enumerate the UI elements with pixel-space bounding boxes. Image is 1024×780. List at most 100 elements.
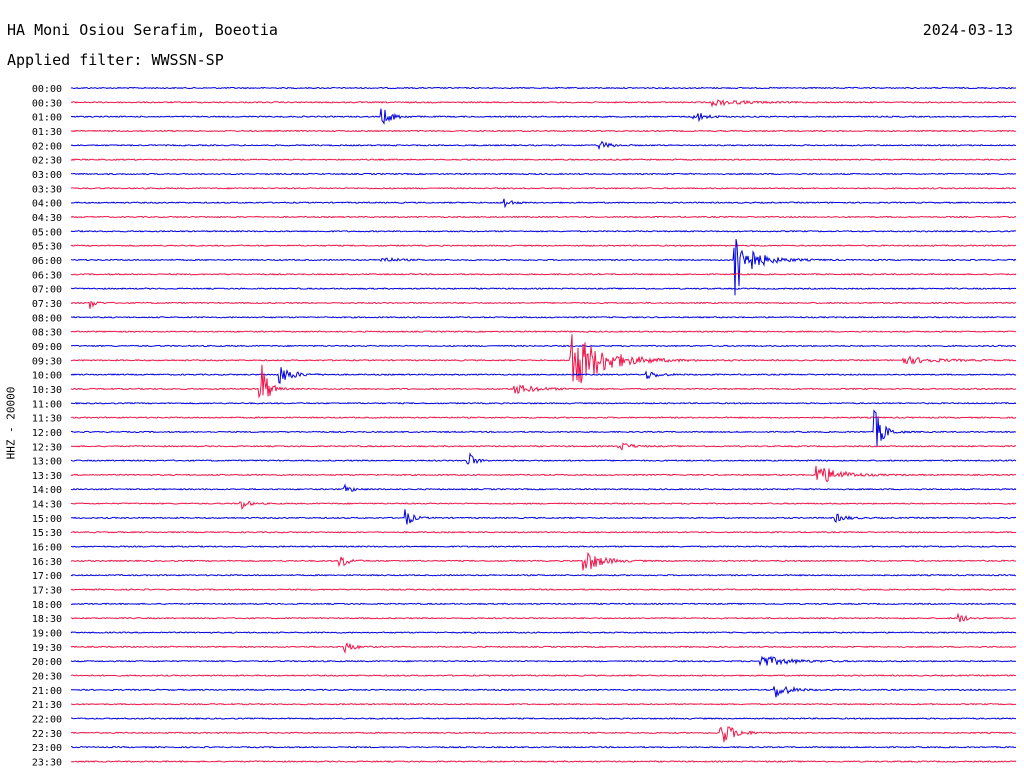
time-label-0930: 09:30 — [32, 356, 62, 367]
trace-line-0200 — [70, 140, 1017, 151]
time-label-2200: 22:00 — [32, 715, 62, 726]
station-title: HA Moni Osiou Serafim, Boeotia — [7, 21, 278, 39]
trace-line-2230 — [70, 726, 1017, 743]
time-label-1500: 15:00 — [32, 514, 62, 525]
time-label-1700: 17:00 — [32, 571, 62, 582]
time-label-1030: 10:30 — [32, 385, 62, 396]
time-label-1830: 18:30 — [32, 614, 62, 625]
time-label-0630: 06:30 — [32, 270, 62, 281]
date-label: 2024-03-13 — [922, 21, 1013, 39]
time-label-1000: 10:00 — [32, 371, 62, 382]
time-label-1300: 13:00 — [32, 457, 62, 468]
trace-line-1930 — [70, 642, 1017, 654]
time-label-0830: 08:30 — [32, 328, 62, 339]
trace-line-1000 — [70, 367, 1017, 384]
trace-line-1430 — [70, 500, 1017, 510]
time-label-1530: 15:30 — [32, 528, 62, 539]
time-label-0330: 03:30 — [32, 184, 62, 195]
trace-line-2330 — [70, 760, 1017, 763]
time-label-1630: 16:30 — [32, 557, 62, 568]
time-label-1100: 11:00 — [32, 399, 62, 410]
trace-line-1530 — [70, 530, 1017, 534]
trace-line-0400 — [71, 198, 1017, 209]
time-label-0900: 09:00 — [32, 342, 62, 353]
time-label-0030: 00:30 — [32, 98, 62, 109]
trace-layer — [70, 86, 1017, 763]
trace-line-0900 — [70, 344, 1017, 348]
time-label-1430: 14:30 — [32, 500, 62, 511]
time-label-2100: 21:00 — [32, 686, 62, 697]
trace-line-2130 — [70, 702, 1017, 706]
time-label-1600: 16:00 — [32, 543, 62, 554]
time-label-1130: 11:30 — [32, 414, 62, 425]
time-label-1900: 19:00 — [32, 629, 62, 640]
trace-line-0530 — [70, 244, 1017, 247]
time-label-2230: 22:30 — [32, 729, 62, 740]
trace-line-1130 — [70, 416, 1017, 419]
trace-line-0030 — [70, 98, 1017, 108]
time-label-0000: 00:00 — [32, 84, 62, 95]
time-label-2130: 21:30 — [32, 700, 62, 711]
trace-line-1700 — [70, 573, 1017, 577]
trace-line-1600 — [70, 545, 1017, 548]
time-label-0230: 02:30 — [32, 156, 62, 167]
trace-line-1500 — [70, 509, 1017, 525]
trace-line-1030 — [70, 364, 1017, 399]
trace-line-1200 — [70, 409, 1017, 447]
time-label-1200: 12:00 — [32, 428, 62, 439]
time-labels: 00:00 00:30 01:00 01:30 02:00 02:30 03:00 03:30… — [32, 84, 62, 769]
time-label-2030: 20:30 — [32, 672, 62, 683]
trace-line-0630 — [70, 273, 1017, 276]
time-label-0130: 01:30 — [32, 127, 62, 138]
time-label-2330: 23:30 — [32, 758, 62, 769]
time-label-0500: 05:00 — [32, 227, 62, 238]
time-label-0530: 05:30 — [32, 242, 62, 253]
time-label-0600: 06:00 — [32, 256, 62, 267]
time-label-1330: 13:30 — [32, 471, 62, 482]
trace-line-0330 — [70, 186, 1017, 190]
trace-line-0600 — [70, 239, 1017, 296]
trace-line-2300 — [70, 745, 1017, 749]
time-label-2300: 23:00 — [32, 743, 62, 754]
trace-line-0500 — [70, 229, 1017, 233]
trace-line-0430 — [70, 215, 1017, 219]
trace-line-0100 — [70, 108, 1017, 125]
time-label-1400: 14:00 — [32, 485, 62, 496]
trace-line-1630 — [70, 551, 1017, 571]
time-label-0200: 02:00 — [32, 141, 62, 152]
time-label-0100: 01:00 — [32, 113, 62, 124]
trace-line-2030 — [70, 674, 1017, 677]
trace-line-0930 — [70, 334, 1017, 384]
time-label-0300: 03:00 — [32, 170, 62, 181]
trace-line-0800 — [70, 316, 1017, 319]
trace-line-0130 — [70, 129, 1017, 133]
trace-line-2000 — [70, 655, 1017, 667]
time-label-1930: 19:30 — [32, 643, 62, 654]
trace-line-0830 — [70, 330, 1017, 333]
trace-line-1830 — [70, 612, 1017, 623]
channel-axis-label: HHZ - 20000 — [4, 386, 18, 460]
time-label-0730: 07:30 — [32, 299, 62, 310]
time-label-0430: 04:30 — [32, 213, 62, 224]
trace-line-1800 — [70, 602, 1017, 606]
trace-line-1330 — [70, 465, 1017, 483]
trace-line-1100 — [70, 401, 1017, 405]
time-label-0400: 04:00 — [32, 199, 62, 210]
time-label-1800: 18:00 — [32, 600, 62, 611]
time-label-0700: 07:00 — [32, 285, 62, 296]
trace-line-2100 — [70, 685, 1017, 698]
filter-label: Applied filter: WWSSN-SP — [7, 51, 224, 69]
trace-line-2200 — [70, 717, 1016, 720]
time-label-2000: 20:00 — [32, 657, 62, 668]
trace-line-0300 — [70, 172, 1017, 176]
trace-line-0700 — [70, 287, 1017, 290]
time-label-0800: 08:00 — [32, 313, 62, 324]
trace-line-1730 — [70, 588, 1017, 591]
trace-line-1900 — [70, 631, 1017, 634]
trace-line-0730 — [70, 301, 1017, 309]
trace-line-1230 — [70, 442, 1017, 451]
time-label-1230: 12:30 — [32, 442, 62, 453]
trace-line-0230 — [70, 158, 1017, 161]
trace-line-0000 — [70, 86, 1017, 90]
